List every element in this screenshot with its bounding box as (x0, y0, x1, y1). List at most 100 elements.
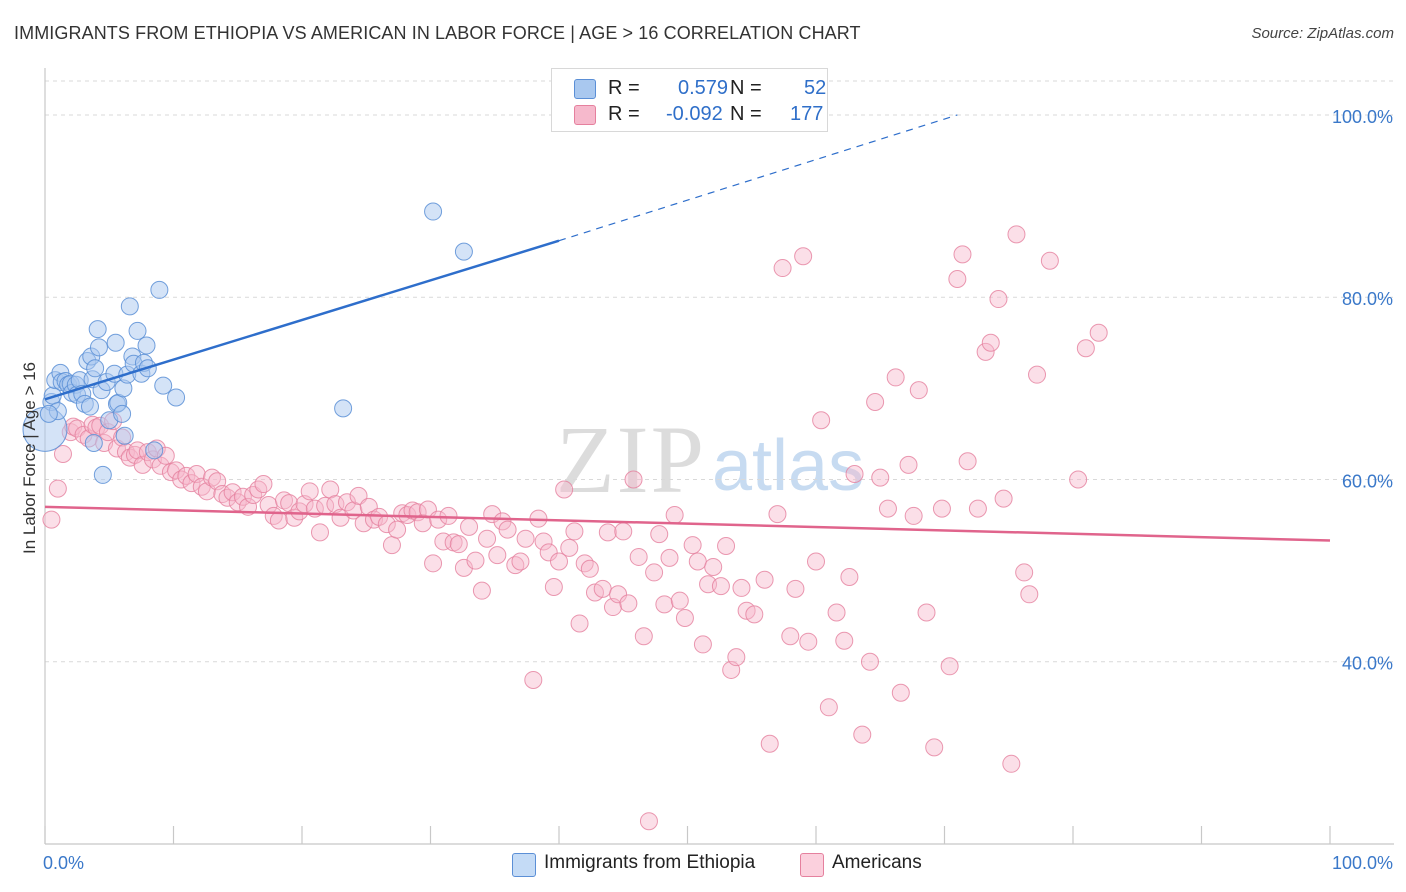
americans-point (42, 510, 61, 529)
americans-point (807, 552, 825, 571)
correlation-legend: R = 0.579 N = 52 R = -0.092 N = 177 (551, 68, 828, 132)
americans-point (555, 480, 574, 499)
ethiopia-point (120, 297, 139, 316)
y-tick-label: 80.0% (1342, 289, 1393, 309)
americans-point (899, 455, 918, 474)
americans-point (167, 461, 186, 480)
americans-point (845, 465, 864, 484)
americans-point (886, 368, 905, 387)
americans-point (650, 525, 669, 544)
americans-point (300, 482, 319, 501)
ethiopia-point (80, 397, 99, 416)
legend-r-label: R = (608, 77, 640, 99)
americans-point (688, 552, 707, 571)
y-axis-label: In Labor Force | Age > 16 (20, 362, 39, 554)
americans-point (1069, 470, 1088, 489)
americans-point (670, 591, 689, 610)
americans-point (269, 511, 288, 530)
americans-point (434, 532, 453, 551)
legend-r-value: 0.579 (678, 77, 729, 99)
y-tick-label: 40.0% (1342, 654, 1393, 674)
americans-point (619, 594, 638, 613)
americans-point (593, 579, 612, 598)
americans-point (254, 475, 273, 494)
americans-trend-line (44, 505, 1331, 542)
americans-point (968, 499, 987, 518)
americans-point (326, 495, 345, 514)
ethiopia-trend-line (44, 239, 560, 401)
americans-point (244, 485, 263, 504)
bottom-legend-swatch-ethiopia (512, 853, 536, 877)
americans-point (1002, 754, 1021, 773)
americans-point (478, 529, 497, 548)
americans-point (1020, 585, 1039, 604)
americans-point (388, 520, 407, 539)
americans-point (1040, 251, 1059, 270)
americans-point (534, 532, 553, 551)
axes (44, 68, 1394, 845)
bottom-legend-label: Americans (832, 852, 922, 873)
americans-point (382, 536, 401, 555)
ethiopia-point (154, 376, 173, 395)
americans-point (755, 570, 774, 589)
americans-point (909, 381, 928, 400)
americans-point (524, 670, 543, 689)
ethiopia-point (424, 202, 443, 221)
tick-labels: 40.0% 60.0% 80.0% 100.0% 0.0% 100.0% (43, 107, 1393, 873)
americans-point (570, 614, 589, 633)
americans-point (693, 635, 712, 654)
americans-point (925, 738, 944, 757)
americans-point (660, 548, 679, 567)
ethiopia-point (106, 333, 125, 352)
watermark-zip: ZIP (556, 406, 706, 513)
americans-point (655, 595, 674, 614)
americans-point (871, 468, 890, 487)
americans-point (488, 546, 507, 565)
ethiopia-point (137, 336, 156, 355)
legend-n-value: 177 (790, 103, 824, 125)
americans-point (223, 483, 242, 502)
americans-point (1007, 225, 1026, 244)
ethiopia-point (115, 426, 134, 445)
americans-point (498, 520, 517, 539)
americans-point (349, 486, 368, 505)
americans-points (42, 225, 1108, 831)
ethiopia-points (22, 202, 473, 484)
chart-title: IMMIGRANTS FROM ETHIOPIA VS AMERICAN IN … (14, 23, 861, 43)
y-tick-label: 60.0% (1342, 471, 1393, 491)
americans-point (53, 444, 72, 463)
americans-point (580, 559, 599, 578)
americans-point (976, 342, 995, 361)
ethiopia-point (84, 434, 103, 453)
americans-point (675, 608, 694, 627)
americans-point (629, 547, 648, 566)
x-tick-label: 0.0% (43, 853, 84, 873)
americans-point (760, 734, 779, 753)
americans-point (781, 627, 800, 646)
americans-point (460, 517, 479, 536)
americans-point (645, 563, 664, 582)
americans-point (786, 579, 805, 598)
americans-point (439, 506, 458, 525)
ethiopia-point (145, 441, 164, 460)
americans-point (827, 603, 846, 622)
americans-point (624, 470, 643, 489)
americans-point (819, 698, 838, 717)
americans-point (866, 393, 885, 412)
americans-point (321, 480, 340, 499)
americans-point (539, 543, 558, 562)
ethiopia-point (86, 359, 105, 378)
americans-point (665, 506, 684, 525)
americans-point (891, 683, 910, 702)
americans-point (424, 554, 443, 573)
americans-point (717, 537, 736, 556)
legend-n-label: N = (730, 103, 762, 125)
americans-point (1015, 563, 1034, 582)
americans-point (218, 488, 237, 507)
bottom-legend-label: Immigrants from Ethiopia (544, 852, 756, 873)
americans-point (544, 578, 563, 597)
americans-point (704, 557, 723, 576)
americans-point (511, 552, 530, 571)
americans-point (683, 536, 702, 555)
